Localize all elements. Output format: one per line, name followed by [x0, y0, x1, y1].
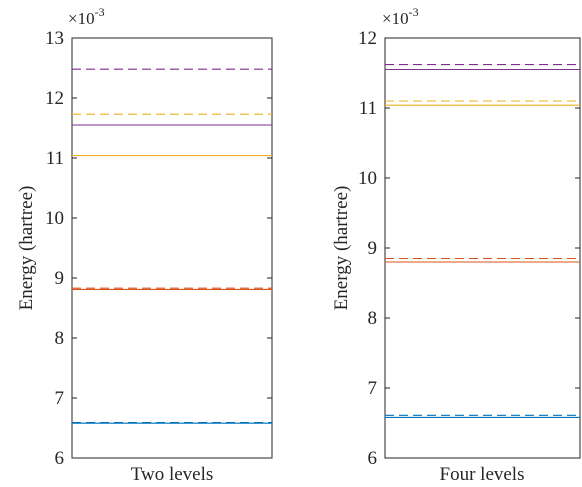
y-tick-label: 12 [358, 28, 377, 49]
panel-four-levels: 6 7 8 9 10 11 12 ×10-3 Energy (hartree) Four l… [331, 5, 581, 485]
y-axis-label-two-levels: Energy (hartree) [16, 186, 37, 311]
y-tick-label: 10 [358, 168, 377, 189]
plot-area-four-levels [384, 37, 581, 459]
y-tick-label: 9 [55, 268, 65, 289]
energy-lines-four-levels [385, 64, 580, 418]
y-tick-label: 6 [55, 448, 65, 469]
x-axis-label-two-levels: Two levels [131, 464, 214, 485]
y-tick-label: 8 [368, 308, 378, 329]
y-tick-label: 10 [45, 208, 64, 229]
y-tick-label: 8 [55, 328, 65, 349]
y-tick-label: 7 [55, 388, 65, 409]
y-tick-label: 11 [359, 98, 377, 119]
y-ticks-four-levels: 6 7 8 9 10 11 12 [358, 28, 580, 469]
y-tick-label: 11 [46, 148, 64, 169]
y-tick-label: 6 [368, 448, 378, 469]
multiplier-two-levels: ×10-3 [68, 5, 105, 28]
y-tick-label: 13 [45, 28, 64, 49]
y-ticks-two-levels: 6 7 8 9 10 11 12 13 [45, 28, 272, 469]
multiplier-four-levels: ×10-3 [382, 5, 419, 28]
y-axis-label-four-levels: Energy (hartree) [331, 186, 352, 311]
x-axis-label-four-levels: Four levels [440, 464, 525, 485]
y-tick-label: 12 [45, 88, 64, 109]
y-tick-label: 9 [368, 238, 378, 259]
energy-lines-two-levels [72, 68, 272, 424]
y-tick-label: 7 [368, 378, 378, 399]
plot-area-two-levels [71, 37, 273, 459]
panel-two-levels: 6 7 8 9 10 11 12 13 ×10-3 Energy (hartree) Two … [16, 5, 273, 485]
